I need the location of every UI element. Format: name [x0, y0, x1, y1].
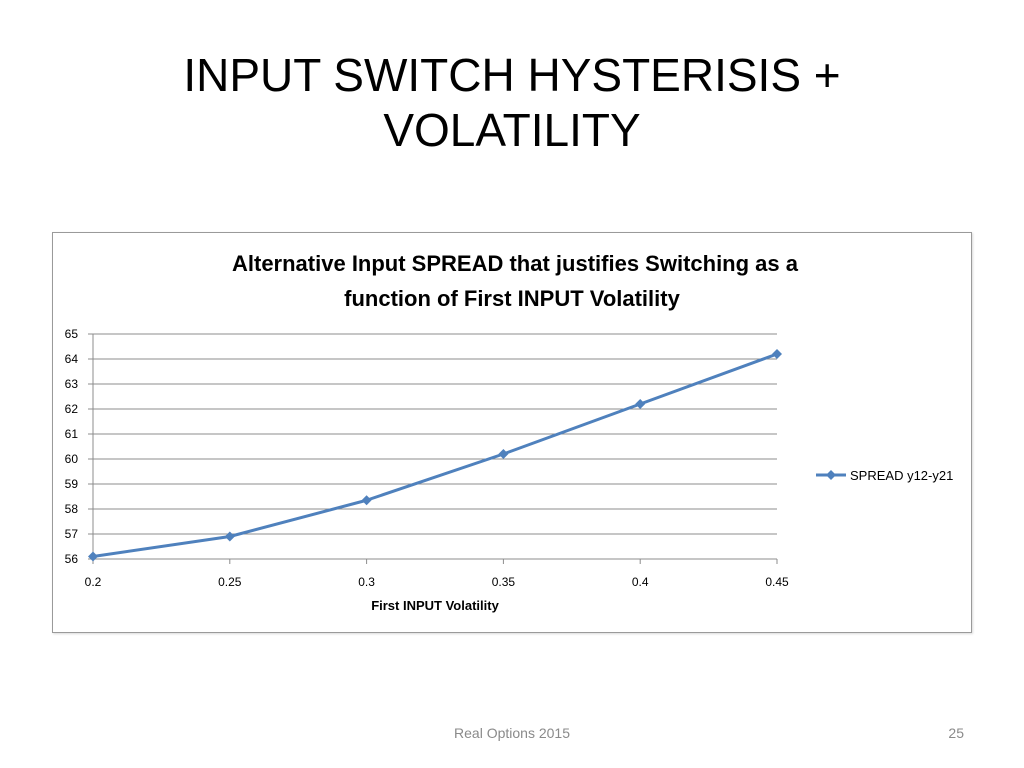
legend-label-0: SPREAD y12-y21: [850, 468, 953, 483]
chart-title-line-1: Alternative Input SPREAD that justifies …: [232, 251, 799, 276]
slide-title-line-2: VOLATILITY: [383, 104, 641, 156]
y-tick-label-65: 65: [65, 327, 79, 341]
slide-title: INPUT SWITCH HYSTERISIS + VOLATILITY: [0, 48, 1024, 158]
footer-text: Real Options 2015: [454, 725, 570, 741]
x-tick-label-2: 0.3: [358, 575, 375, 589]
x-tick-label-1: 0.25: [218, 575, 242, 589]
legend: SPREAD y12-y21: [816, 468, 953, 483]
y-tick-label-63: 63: [65, 377, 79, 391]
page-number: 25: [948, 725, 964, 741]
x-tick-label-5: 0.45: [765, 575, 789, 589]
y-tick-label-60: 60: [65, 452, 79, 466]
data-point-2: [361, 495, 372, 506]
slide-title-line-1: INPUT SWITCH HYSTERISIS +: [183, 49, 841, 101]
y-tick-label-56: 56: [65, 552, 79, 566]
y-tick-label-62: 62: [65, 402, 79, 416]
series-line-0: [92, 352, 778, 558]
x-tick-label-4: 0.4: [632, 575, 649, 589]
data-point-4: [635, 399, 646, 409]
series: [88, 349, 782, 562]
data-point-3: [498, 449, 509, 459]
y-tick-label-57: 57: [65, 527, 79, 541]
chart-frame: Alternative Input SPREAD that justifies …: [52, 232, 972, 633]
y-tick-label-64: 64: [65, 352, 79, 366]
y-tick-label-61: 61: [65, 427, 79, 441]
x-tick-label-3: 0.35: [492, 575, 516, 589]
legend-marker-0: [826, 470, 836, 480]
axes: 56 57 58 59 60 61 62 63 64 65 0.2 0.25 0.3 0.35 0.4 0.4…: [65, 327, 789, 589]
data-point-5: [772, 349, 782, 359]
x-tick-label-0: 0.2: [85, 575, 102, 589]
x-axis-label: First INPUT Volatility: [371, 598, 499, 613]
data-point-0: [88, 551, 98, 562]
y-tick-label-58: 58: [65, 502, 79, 516]
y-tick-label-59: 59: [65, 477, 79, 491]
data-point-1: [224, 531, 235, 542]
chart-title-line-2: function of First INPUT Volatility: [344, 286, 680, 311]
line-chart: Alternative Input SPREAD that justifies …: [65, 251, 954, 613]
gridlines: [93, 333, 777, 560]
